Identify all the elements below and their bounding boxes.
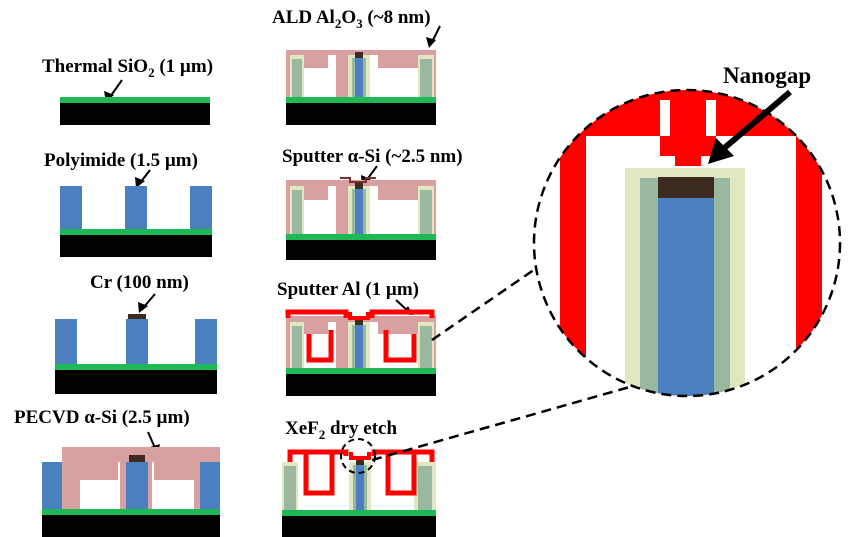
pillar-gray [292,59,302,97]
step-thermal-sio2: Thermal SiO2 (1 µm) [42,56,213,125]
step-ald-al2o3: ALD Al2O3 (~8 nm) [272,7,441,125]
nanogap-arrow-shaft [720,89,792,153]
arrow-head [135,177,145,188]
pillar-gray [292,190,302,234]
chromium-cap [129,455,145,462]
step-label-sputter-al: Sputter Al (1 µm) [277,279,419,300]
polyimide-pillar-center [125,186,147,229]
chromium-cap [128,314,146,319]
polyimide-pillar-center [126,462,148,509]
oxide-layer [55,364,217,370]
zoom-callout: Nanogap [371,63,842,462]
al-center-tip [675,156,701,166]
substrate [286,103,436,125]
substrate [60,103,210,125]
oxide-layer [286,234,436,240]
pointer-arrow [109,79,123,98]
chromium-cap [355,183,363,189]
chromium-cap-zoom [658,177,714,198]
polyimide-core [355,58,363,97]
al-gap-layer [349,452,371,460]
pillar-gray [284,466,296,510]
chromium-cap [355,319,363,325]
chromium-cap [356,459,364,465]
polyimide-pillar-left [55,319,77,364]
pillar-gray [418,466,432,510]
oxide-layer [282,510,436,516]
nanogap-arrow-head [708,138,734,164]
step-label-polyimide: Polyimide (1.5 µm) [44,150,198,171]
al-trench-layer [306,330,417,363]
step-pecvd-asi: PECVD α-Si (2.5 µm) [14,407,220,537]
step-chromium: Cr (100 nm) [55,272,217,394]
chromium-cap [355,52,363,58]
polyimide-pillar-left [60,186,82,229]
al-center-stem [660,136,716,156]
substrate [282,516,436,537]
substrate [286,374,436,396]
substrate [42,515,220,537]
al-gap-layer [348,312,370,320]
polyimide-pillar-right [200,462,220,509]
oxide-layer [42,509,220,515]
oxide-layer [286,368,436,374]
oxide-layer [60,229,212,235]
polyimide-pillar-right [190,186,212,229]
step-sputter-asi: Sputter α-Si (~2.5 nm) [282,146,463,260]
zoom-circle-border [532,88,842,398]
pillar-gray [292,326,302,368]
al-trench-layer [303,452,417,496]
step-polyimide: Polyimide (1.5 µm) [44,150,212,257]
step-xef2-etch: XeF2 dry etch [282,418,436,537]
substrate [286,240,436,260]
polyimide-core [355,325,363,368]
substrate [55,370,217,394]
oxide-layer [60,97,210,103]
al-top-gap-left [660,100,670,136]
polyimide-core [356,465,364,510]
step-label-thermal-sio2: Thermal SiO2 (1 µm) [42,56,213,80]
polyimide-core-zoom [658,198,714,396]
pillar-gray [420,59,432,97]
step-label-xef2-etch: XeF2 dry etch [285,418,397,442]
nanogap-label: Nanogap [723,63,811,88]
arrow-head [138,302,148,313]
step-label-sputter-asi: Sputter α-Si (~2.5 nm) [282,146,463,167]
pillar-gray [420,326,432,368]
zoom-source-circle [340,438,376,474]
pointer-arrow [147,431,156,449]
al-right-wall [796,90,822,396]
substrate [60,235,212,257]
oxide-layer [286,97,436,103]
polyimide-pillar-right [195,319,217,364]
al-top-gap-right [706,100,716,136]
al-top-layer [285,309,435,318]
zoom-connector-upper [431,243,571,342]
step-label-ald-al2o3: ALD Al2O3 (~8 nm) [272,7,431,31]
step-label-chromium: Cr (100 nm) [90,272,189,293]
polyimide-pillar-center [126,319,148,364]
polyimide-pillar-left [42,462,62,509]
arrow-head [426,37,436,48]
pillar-gray [420,190,432,234]
sputter-asi-layer [340,177,376,183]
step-label-pecvd-asi: PECVD α-Si (2.5 µm) [14,407,190,428]
polyimide-core [355,189,363,234]
step-sputter-al: Sputter Al (1 µm) [277,279,436,396]
